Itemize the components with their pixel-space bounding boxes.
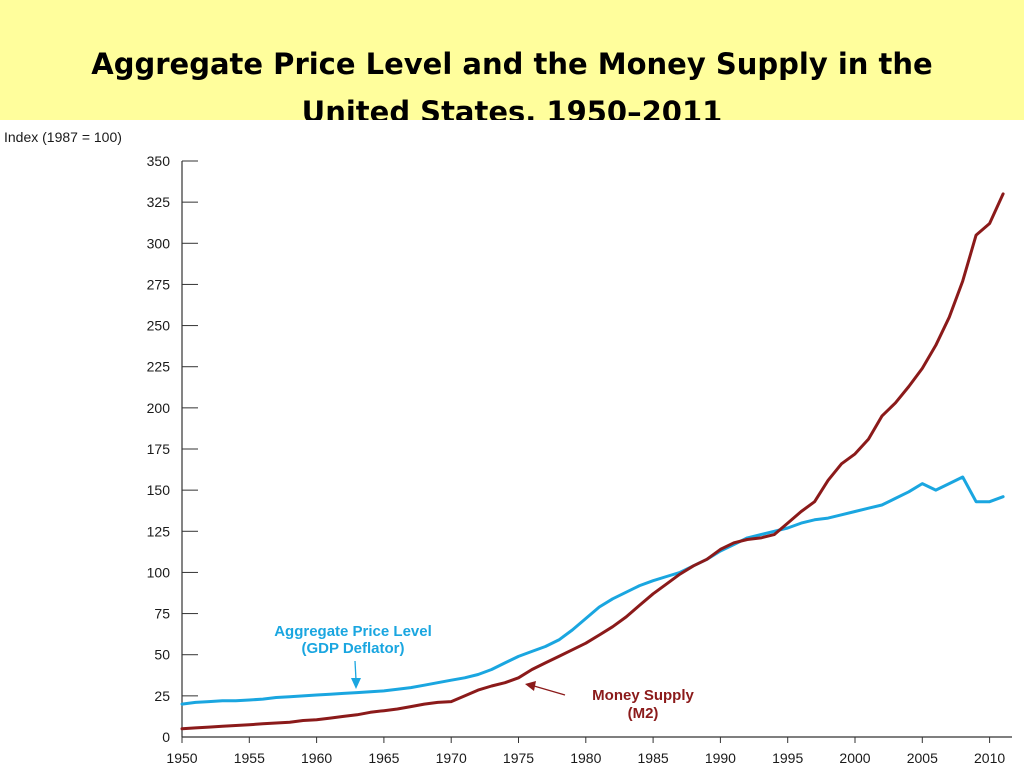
x-tick-label: 1990	[705, 750, 736, 766]
x-tick-label: 1965	[368, 750, 399, 766]
y-tick-label: 225	[147, 359, 171, 375]
y-tick-label: 300	[147, 235, 171, 251]
y-tick-label: 50	[154, 647, 170, 663]
y-ticks: 0 25 50 75 100 125 150 175 200 225 250 275 300 325 350	[147, 153, 198, 745]
y-tick-label: 175	[147, 441, 171, 457]
price-level-label-line-1: Aggregate Price Level	[274, 623, 432, 640]
money-supply-label-line-1: Money Supply	[592, 687, 694, 704]
x-tick-label: 1980	[570, 750, 601, 766]
x-tick-label: 1970	[436, 750, 467, 766]
x-ticks: 1950 1955 1960 1965 1970 1975 1980 1985 1990 1995…	[166, 737, 1005, 766]
chart-panel: Index (1987 = 100) 0 25 50 75 100 125 150 175 20…	[0, 120, 1024, 768]
y-tick-label: 25	[154, 688, 170, 704]
price-level-line	[180, 475, 1005, 706]
y-tick-label: 150	[147, 482, 171, 498]
price-level-annotation: Aggregate Price Level (GDP Deflator)	[274, 623, 432, 689]
y-tick-label: 275	[147, 276, 171, 292]
y-tick-label: 250	[147, 318, 171, 334]
y-tick-label: 100	[147, 564, 171, 580]
y-tick-label: 0	[162, 729, 170, 745]
money-supply-line	[180, 192, 1005, 731]
x-tick-label: 1960	[301, 750, 332, 766]
price-level-arrowhead	[351, 678, 361, 689]
y-tick-label: 200	[147, 400, 171, 416]
price-level-label-line-2: (GDP Deflator)	[301, 640, 404, 657]
slide-header	[0, 0, 1024, 120]
money-supply-arrow-line	[533, 685, 566, 696]
x-tick-label: 2010	[974, 750, 1005, 766]
x-tick-label: 1950	[166, 750, 197, 766]
y-tick-label: 325	[147, 194, 171, 210]
money-supply-arrowhead	[525, 681, 536, 691]
y-tick-label: 75	[154, 606, 170, 622]
money-supply-label-line-2: (M2)	[628, 705, 659, 722]
x-tick-label: 1995	[772, 750, 803, 766]
money-supply-annotation: Money Supply (M2)	[525, 681, 694, 722]
x-tick-label: 1975	[503, 750, 534, 766]
x-tick-label: 1955	[234, 750, 265, 766]
price-level-arrow-line	[354, 660, 357, 681]
line-chart: Index (1987 = 100) 0 25 50 75 100 125 150 175 20…	[4, 129, 1012, 766]
series-layer	[180, 192, 1005, 731]
y-tick-label: 125	[147, 523, 171, 539]
x-tick-label: 2005	[907, 750, 938, 766]
y-axis-label: Index (1987 = 100)	[4, 129, 122, 145]
y-tick-label: 350	[147, 153, 171, 169]
x-tick-label: 2000	[839, 750, 870, 766]
slide-title-line-1: Aggregate Price Level and the Money Supp…	[91, 47, 933, 81]
x-tick-label: 1985	[638, 750, 669, 766]
